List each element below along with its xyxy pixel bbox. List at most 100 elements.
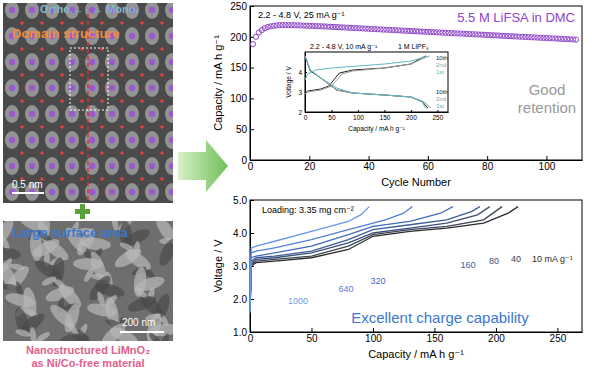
series-label: 10 mA g⁻¹ — [532, 254, 573, 264]
tick-label: 100 — [353, 114, 364, 121]
tick-mark — [250, 200, 254, 201]
tick-label: 200 — [406, 114, 417, 121]
tick: 20 — [304, 156, 316, 172]
mn-atom — [169, 137, 173, 143]
o-atom — [40, 21, 44, 25]
tick-mark — [434, 328, 435, 332]
texture-grain — [126, 293, 158, 315]
tick: 50 — [328, 110, 336, 121]
annotation: Excellent charge capability — [351, 309, 529, 326]
o-atom — [160, 99, 164, 103]
tick-label: 250 — [432, 114, 443, 121]
tick-label: 200 — [488, 333, 505, 344]
tick-label: 4.0 — [233, 228, 247, 239]
tick-label: 100 — [365, 333, 382, 344]
mn-atom — [169, 189, 173, 195]
o-atom — [20, 73, 24, 77]
data-line — [250, 207, 453, 313]
o-atom — [160, 151, 164, 155]
mn-atom — [169, 7, 173, 13]
annotation: 2.2 - 4.8 V, 25 mA g⁻¹ — [258, 10, 344, 20]
surface-texture — [3, 221, 173, 341]
tick: 100 — [230, 93, 254, 104]
mn-atom — [149, 7, 155, 13]
o-atom — [100, 73, 104, 77]
texture-grain — [82, 267, 96, 284]
axis-line — [305, 53, 306, 113]
tick: 200 — [230, 32, 254, 43]
scale-bar — [12, 192, 44, 194]
chart-0: 020406080100050100150200250Cycle NumberC… — [212, 1, 583, 188]
o-atom — [160, 47, 164, 51]
plot-frame — [305, 52, 448, 112]
tick-label: 2.0 — [233, 294, 247, 305]
o-atom — [140, 125, 144, 129]
mn-atom — [9, 163, 15, 169]
mn-atom — [29, 163, 35, 169]
o-atom — [60, 125, 64, 129]
atom-column — [165, 157, 173, 175]
atom-column — [5, 3, 19, 19]
tick: 100 — [539, 156, 556, 172]
atom-column — [105, 183, 119, 201]
tick-label: 1.0 — [233, 327, 247, 338]
plot-frame — [250, 200, 582, 332]
o-atom — [120, 21, 124, 25]
mn-atom — [109, 137, 115, 143]
o-atom — [20, 151, 24, 155]
atom-column — [105, 105, 119, 123]
legend-label: 5.5 M LiFSA in DMC — [457, 10, 575, 25]
tick-mark — [250, 68, 254, 69]
mn-atom — [169, 85, 173, 91]
atom-column — [45, 79, 59, 97]
mn-atom — [149, 137, 155, 143]
tick: 80 — [482, 156, 494, 172]
data-line — [250, 207, 369, 313]
mn-atom — [129, 137, 135, 143]
y-axis-title: Capacity / mA h g⁻¹ — [212, 35, 224, 131]
bottom-axis: 050100150200250 — [248, 328, 583, 344]
bottom-axis: 050100150200250 — [304, 110, 449, 121]
o-atom — [100, 125, 104, 129]
tick: 0 — [241, 155, 254, 166]
o-atom — [160, 21, 164, 25]
axis-line — [251, 160, 583, 161]
series-label: 10th — [436, 89, 448, 95]
tick-mark — [250, 233, 254, 234]
mn-atom — [69, 137, 75, 143]
mn-atom — [89, 111, 95, 117]
plus-bar — [75, 209, 90, 214]
mn-atom — [49, 137, 55, 143]
series-label: 320 — [370, 276, 385, 286]
tick: 40 — [364, 156, 376, 172]
bottom-axis: 020406080100 — [248, 156, 583, 172]
series-label: 10th — [436, 55, 448, 61]
mn-atom — [49, 85, 55, 91]
atom-column — [85, 105, 99, 123]
image-title: Domain structure — [12, 26, 120, 41]
annotation: Good — [529, 81, 566, 98]
mn-atom — [9, 59, 15, 65]
atom-column — [145, 3, 159, 19]
tick-label: 100 — [230, 93, 247, 104]
atom-column — [145, 105, 159, 123]
orientation-label: Ortho.← — [40, 3, 84, 15]
axis-line — [306, 112, 449, 113]
chart-1: 050100150200250234Capacity / mA h g⁻¹Vol… — [282, 40, 452, 136]
o-atom — [80, 99, 84, 103]
o-atom — [100, 177, 104, 181]
data-line — [250, 207, 518, 313]
mn-atom — [129, 85, 135, 91]
tick: 250 — [550, 328, 567, 344]
tick-mark — [557, 328, 558, 332]
tick: 150 — [230, 62, 254, 73]
tick-mark — [384, 110, 385, 112]
tick-label: 40 — [364, 161, 376, 172]
atom-column — [85, 131, 99, 149]
tick-label: 50 — [236, 124, 248, 135]
tick-label: 100 — [539, 161, 556, 172]
mn-atom — [129, 33, 135, 39]
o-atom — [100, 99, 104, 103]
tick-label: 250 — [550, 333, 567, 344]
unit-cell-box — [70, 48, 108, 110]
